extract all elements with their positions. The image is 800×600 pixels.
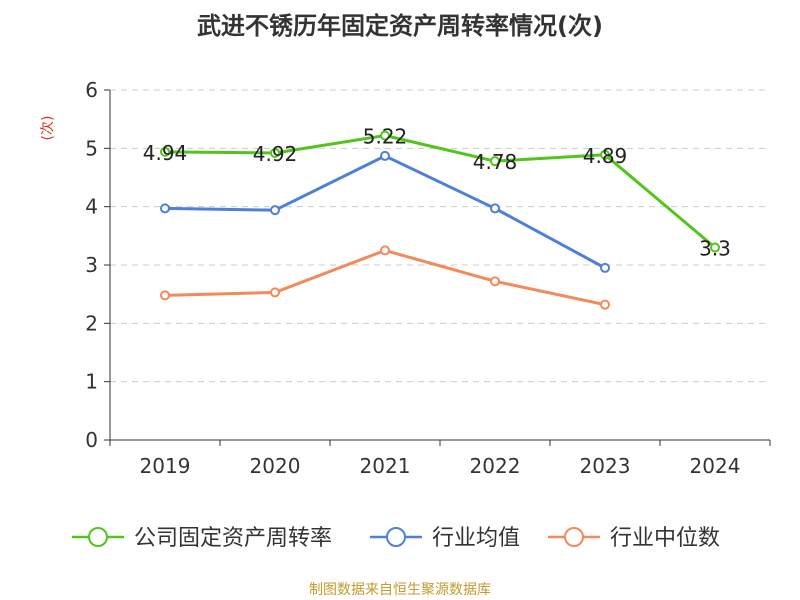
axes: 0 1 2 3 4 5 6 2019 2020 2021 2022 2023 2024 (次) <box>40 78 771 478</box>
data-labels: 4.94 4.92 5.22 4.78 4.89 3.3 <box>143 125 731 261</box>
y-axis-label: (次) <box>40 116 56 141</box>
data-point <box>710 242 720 253</box>
data-point <box>600 299 610 310</box>
data-point <box>270 148 280 158</box>
data-point <box>380 130 390 141</box>
data-label: 3.3 <box>699 237 731 261</box>
chart-title: 武进不锈历年固定资产周转率情况(次) <box>197 12 603 40</box>
series-lines <box>160 130 720 310</box>
grid-lines <box>110 89 770 383</box>
data-point <box>380 245 390 256</box>
data-point <box>270 287 280 298</box>
x-tick-label: 2020 <box>250 454 301 478</box>
data-point <box>600 262 610 273</box>
data-label: 5.22 <box>363 125 408 149</box>
legend-marker <box>386 527 406 547</box>
data-point <box>600 149 610 160</box>
data-point <box>160 146 170 157</box>
y-tick-label: 2 <box>85 311 98 335</box>
x-tick-label: 2024 <box>690 454 741 478</box>
data-point <box>490 276 500 287</box>
y-tick-label: 6 <box>85 78 98 102</box>
data-label: 4.94 <box>143 141 188 165</box>
data-label: 4.92 <box>253 142 298 166</box>
source-note: 制图数据来自恒生聚源数据库 <box>309 582 491 598</box>
y-tick-label: 1 <box>85 370 98 394</box>
x-tick-label: 2019 <box>140 454 191 478</box>
data-point <box>490 156 500 167</box>
data-point <box>160 290 170 301</box>
y-tick-label: 3 <box>85 253 98 277</box>
data-label: 4.89 <box>583 144 628 168</box>
series-line <box>164 248 606 307</box>
data-point <box>270 205 280 216</box>
legend: 公司固定资产周转率 行业均值 行业中位数 <box>72 526 720 551</box>
y-tick-label: 0 <box>85 428 98 452</box>
series-line <box>164 134 716 249</box>
data-label: 4.78 <box>473 150 518 174</box>
data-point <box>490 203 500 214</box>
legend-label: 行业中位数 <box>610 526 720 551</box>
x-tick-label: 2021 <box>360 454 411 478</box>
x-tick-label: 2023 <box>580 454 631 478</box>
legend-marker <box>88 527 108 547</box>
y-tick-label: 4 <box>85 195 98 219</box>
x-tick-label: 2022 <box>470 454 521 478</box>
legend-marker <box>564 527 584 547</box>
data-point <box>160 203 170 214</box>
data-point <box>380 150 390 161</box>
y-tick-label: 5 <box>85 136 98 160</box>
legend-label: 行业均值 <box>432 526 520 551</box>
legend-label: 公司固定资产周转率 <box>134 526 332 551</box>
